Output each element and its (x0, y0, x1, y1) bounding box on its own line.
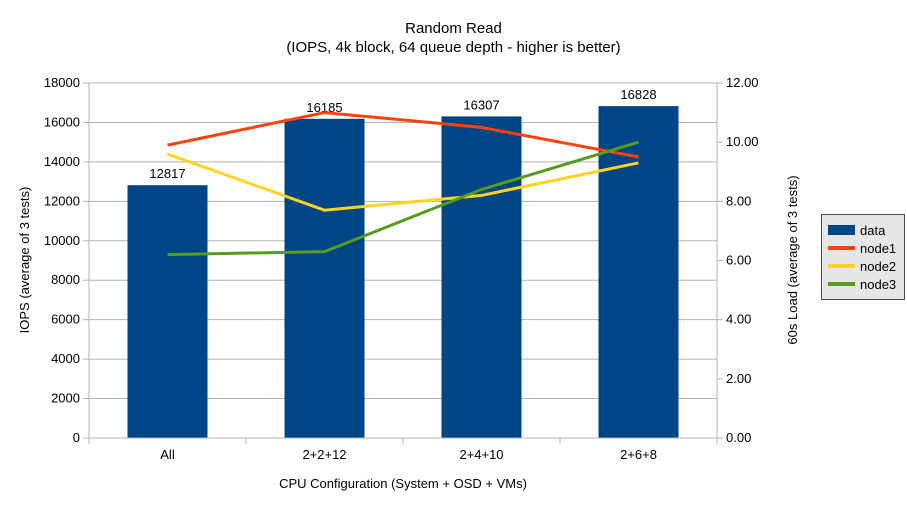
legend: data node1 node2 node3 (821, 214, 905, 300)
line-node3 (167, 140, 639, 257)
right-axis-tick-label: 4.00 (726, 312, 751, 327)
legend-label: node2 (860, 258, 897, 274)
legend-item-node3: node3 (822, 275, 904, 293)
right-axis-tick-label: 2.00 (726, 371, 751, 386)
left-axis-tick-label: 12000 (44, 193, 80, 208)
right-axis-tick-label: 0.00 (726, 430, 751, 445)
legend-label: node1 (860, 240, 897, 256)
category-label: 2+2+12 (302, 447, 346, 462)
bar-2+6+8 (598, 106, 679, 438)
x-axis-title: CPU Configuration (System + OSD + VMs) (279, 476, 527, 491)
legend-label: node3 (860, 276, 897, 292)
legend-item-data: data (822, 221, 904, 239)
legend-item-node2: node2 (822, 257, 904, 275)
left-axis-tick-label: 0 (73, 430, 80, 445)
left-axis-tick-label: 2000 (51, 391, 80, 406)
right-axis-tick-label: 6.00 (726, 253, 751, 268)
legend-swatch-data (828, 225, 855, 235)
left-axis-tick-label: 18000 (44, 75, 80, 90)
left-axis-tick-label: 6000 (51, 312, 80, 327)
left-axis-tick-label: 10000 (44, 233, 80, 248)
bar-All (127, 185, 208, 438)
legend-swatch-node2 (828, 264, 855, 268)
category-label: 2+6+8 (620, 447, 657, 462)
left-axis-tick-label: 14000 (44, 154, 80, 169)
legend-label: data (860, 222, 886, 238)
bar-2+4+10 (441, 116, 522, 439)
line-node2 (166, 152, 639, 212)
bar-value-label: 12817 (149, 166, 185, 181)
chart-subtitle: (IOPS, 4k block, 64 queue depth - higher… (286, 39, 621, 56)
legend-swatch-node1 (828, 246, 855, 250)
right-axis-tick-label: 8.00 (726, 193, 751, 208)
bar-value-label: 16307 (463, 97, 499, 112)
left-axis-tick-label: 8000 (51, 272, 80, 287)
bar-value-label: 16828 (620, 87, 656, 102)
bar-value-label: 16185 (306, 100, 342, 115)
category-label: All (160, 447, 175, 462)
chart-title: Random Read (405, 20, 502, 37)
right-axis-tick-label: 10.00 (726, 134, 759, 149)
line-node1 (167, 111, 639, 159)
legend-swatch-node3 (828, 282, 855, 286)
left-axis-tick-label: 16000 (44, 114, 80, 129)
right-axis-tick-label: 12.00 (726, 75, 759, 90)
left-axis-tick-label: 4000 (51, 351, 80, 366)
category-label: 2+4+10 (459, 447, 503, 462)
bar-2+2+12 (284, 118, 365, 438)
legend-item-node1: node1 (822, 239, 904, 257)
